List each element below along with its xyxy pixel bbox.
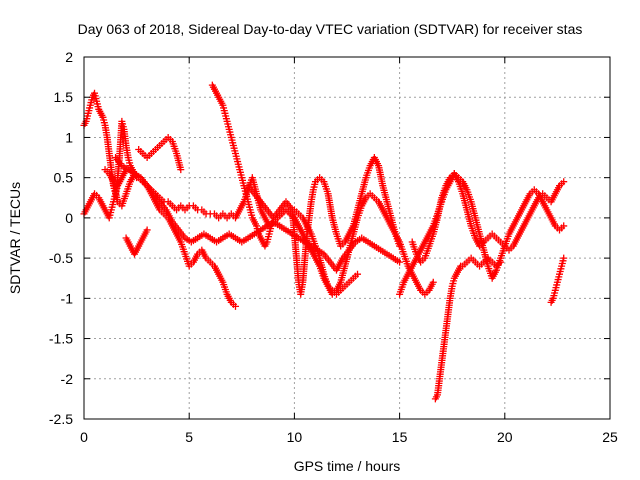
- y-tick-label: -2: [61, 371, 74, 387]
- y-tick-label: -1: [61, 290, 74, 306]
- x-tick-label: 5: [185, 429, 193, 445]
- x-tick-label: 15: [392, 429, 408, 445]
- axis-ticks: [83, 56, 611, 420]
- y-axis-label: SDTVAR / TECUs: [7, 182, 23, 294]
- y-tick-label: 0.5: [54, 170, 74, 186]
- y-tick-label: -0.5: [49, 250, 73, 266]
- data-point: [177, 166, 185, 174]
- data-point: [560, 178, 568, 186]
- y-tick-label: 0: [65, 210, 73, 226]
- data-point: [143, 226, 151, 234]
- data-point: [497, 258, 505, 266]
- plot-frame: [83, 56, 611, 420]
- data-points: [80, 81, 568, 403]
- y-tick-label: 1.5: [54, 89, 74, 105]
- y-tick-label: -2.5: [49, 411, 73, 427]
- y-tick-label: 1: [65, 129, 73, 145]
- data-point: [560, 222, 568, 230]
- data-point: [354, 270, 362, 278]
- x-tick-label: 25: [602, 429, 618, 445]
- data-point: [429, 278, 437, 286]
- x-tick-label: 0: [80, 429, 88, 445]
- y-tick-label: -1.5: [49, 331, 73, 347]
- x-tick-labels: 0 5 10 15 20 25: [80, 429, 618, 445]
- x-tick-label: 20: [497, 429, 513, 445]
- x-axis-label: GPS time / hours: [294, 458, 401, 474]
- x-tick-label: 10: [287, 429, 303, 445]
- data-point: [231, 302, 239, 310]
- data-point: [396, 258, 404, 266]
- chart-title: Day 063 of 2018, Sidereal Day-to-day VTE…: [78, 21, 583, 37]
- y-tick-labels: -2.5 -2 -1.5 -1 -0.5 0 0.5 1 1.5 2: [49, 49, 73, 427]
- data-point: [560, 254, 568, 262]
- y-tick-label: 2: [65, 49, 73, 65]
